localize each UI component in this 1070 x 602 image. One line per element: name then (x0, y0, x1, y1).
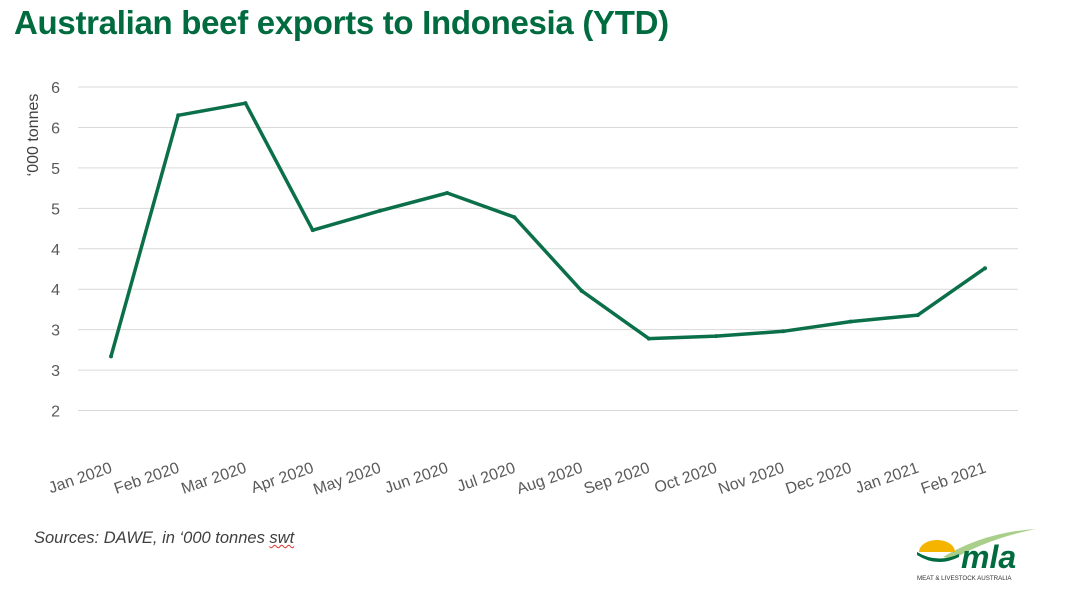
x-tick-label: Nov 2020 (716, 460, 786, 498)
series-line (109, 101, 987, 357)
data-point (243, 101, 248, 106)
data-point (445, 190, 450, 195)
data-point (915, 313, 920, 318)
x-tick-label: Jan 2021 (853, 460, 921, 498)
y-tick-label: 6 (51, 80, 60, 97)
x-tick-label: Oct 2020 (652, 460, 719, 497)
source-unit: swt (269, 529, 295, 547)
data-point (109, 354, 113, 359)
x-tick-label: Feb 2021 (919, 460, 989, 498)
logo-tagline: MEAT & LIVESTOCK AUSTRALIA (917, 575, 1012, 582)
mla-logo: mla MEAT & LIVESTOCK AUSTRALIA (917, 529, 1036, 582)
logo-wordmark: mla (961, 539, 1016, 575)
data-point (646, 336, 651, 341)
y-tick-label: 3 (51, 323, 60, 340)
x-tick-label: Jul 2020 (455, 460, 518, 496)
y-tick-label: 4 (51, 282, 60, 299)
x-tick-label: Dec 2020 (784, 460, 854, 498)
data-point (310, 228, 315, 233)
x-tick-label: Aug 2020 (515, 460, 585, 498)
y-tick-label: 2 (51, 404, 60, 421)
data-point (983, 266, 987, 271)
source-note: Sources: DAWE, in ‘000 tonnes swt (34, 529, 294, 548)
series-group (109, 101, 987, 359)
x-tick-label: Apr 2020 (249, 460, 316, 497)
chart-title: Australian beef exports to Indonesia (YT… (14, 4, 669, 41)
source-text: Sources: DAWE, in ‘000 tonnes (34, 529, 270, 547)
data-point (377, 208, 382, 213)
data-point (781, 329, 786, 334)
x-tick-label: Feb 2020 (112, 460, 182, 498)
x-tick-label: Jan 2020 (47, 460, 115, 498)
data-point (176, 113, 181, 118)
y-axis-label: ‘000 tonnes (25, 94, 42, 177)
data-point (848, 319, 853, 324)
logo-field (917, 552, 959, 563)
y-axis-ticks: 2 3 3 4 4 5 5 6 6 (51, 80, 60, 421)
gridlines (78, 86, 1018, 412)
logo-swoosh (943, 529, 1036, 559)
y-tick-label: 4 (51, 242, 60, 259)
y-tick-label: 3 (51, 363, 60, 380)
data-point (512, 215, 517, 220)
y-tick-label: 5 (51, 161, 60, 178)
x-tick-label: Jun 2020 (383, 460, 451, 498)
x-tick-label: Mar 2020 (179, 460, 249, 498)
x-tick-label: May 2020 (311, 460, 383, 499)
y-tick-label: 6 (51, 120, 60, 137)
data-point (714, 334, 719, 339)
logo-sun (919, 540, 955, 552)
data-point (579, 288, 584, 293)
y-tick-label: 5 (51, 201, 60, 218)
x-tick-label: Sep 2020 (582, 460, 652, 498)
